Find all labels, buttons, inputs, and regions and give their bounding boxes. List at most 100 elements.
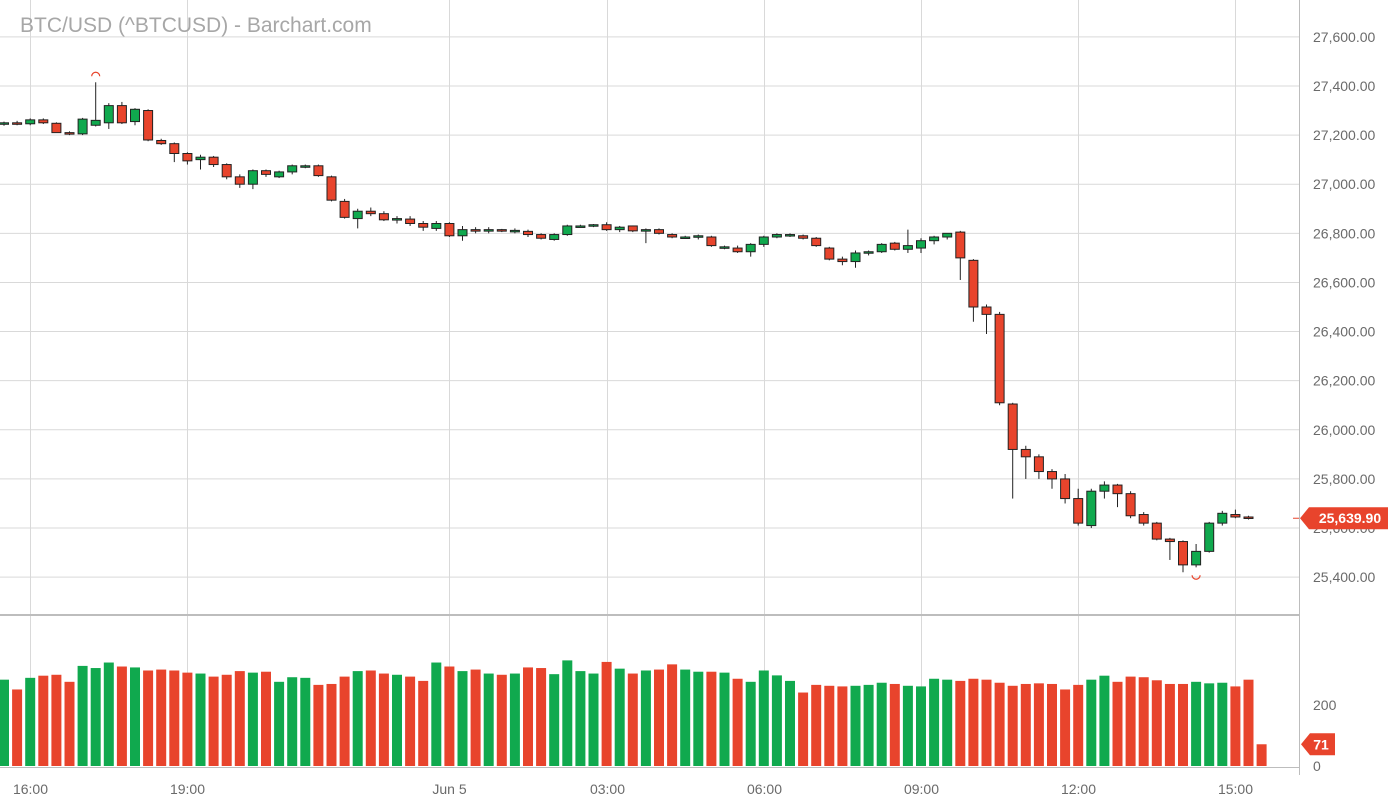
- candle-body: [1007, 403, 1018, 450]
- candle-body: [261, 170, 271, 175]
- candle: [103, 103, 114, 129]
- volume-bar: [143, 670, 154, 766]
- price-candles: [0, 71, 1254, 580]
- candle-body: [837, 258, 848, 263]
- candle-body: [221, 164, 232, 178]
- last-price-badge: [1300, 507, 1388, 530]
- time-tick-label: 19:00: [170, 781, 205, 797]
- volume-bar: [169, 670, 180, 766]
- candle: [601, 222, 612, 231]
- volume-bar: [1178, 683, 1188, 766]
- high-marker: [91, 71, 101, 77]
- volume-bar: [719, 672, 730, 766]
- volume-bar: [955, 680, 966, 766]
- volume-bar: [195, 673, 206, 766]
- candle-body: [863, 251, 874, 254]
- candle-body: [1099, 484, 1110, 492]
- volume-bar: [601, 661, 612, 766]
- candle-body: [90, 119, 101, 126]
- volume-bar: [182, 672, 193, 766]
- candle-body: [457, 229, 468, 237]
- volume-bar: [811, 684, 822, 766]
- candle: [863, 250, 874, 256]
- candle-body: [130, 108, 140, 123]
- price-tick-label: 27,200.00: [1313, 127, 1375, 143]
- candle: [955, 230, 966, 280]
- candle: [405, 216, 416, 226]
- chart-title: BTC/USD (^BTCUSD) - Barchart.com: [20, 14, 372, 37]
- volume-bar: [902, 685, 913, 766]
- candle: [785, 233, 795, 238]
- volume-bar: [313, 684, 324, 766]
- volume-bar: [431, 662, 442, 766]
- price-tick-label: 26,600.00: [1313, 274, 1375, 290]
- candle: [680, 235, 691, 240]
- volume-bar: [771, 675, 782, 766]
- candle: [287, 164, 298, 175]
- volume-bar: [1060, 689, 1071, 766]
- candle-body: [274, 171, 285, 178]
- volume-bar: [850, 685, 861, 766]
- candle-body: [955, 231, 966, 259]
- candle: [850, 250, 861, 268]
- volume-bar: [1138, 677, 1149, 766]
- candle: [1204, 521, 1215, 553]
- candle-body: [523, 230, 533, 236]
- candle: [392, 216, 402, 224]
- candle-body: [811, 237, 822, 247]
- candle: [1099, 481, 1110, 499]
- volume-bar: [706, 671, 717, 766]
- volume-bar: [0, 679, 9, 766]
- candle: [1164, 537, 1175, 560]
- candle: [1073, 488, 1084, 526]
- candle-body: [1047, 471, 1057, 480]
- candle-body: [994, 313, 1005, 404]
- candle: [38, 118, 49, 125]
- candle-body: [1243, 516, 1254, 519]
- candle-body: [378, 213, 389, 221]
- candle: [378, 211, 389, 222]
- volume-bar: [837, 686, 848, 766]
- candle-body: [392, 218, 402, 221]
- volume-bar: [1191, 681, 1202, 766]
- candle-body: [614, 226, 625, 231]
- candle: [1112, 483, 1123, 508]
- candle-body: [64, 132, 75, 135]
- candle-body: [169, 143, 180, 154]
- candle-body: [208, 156, 219, 166]
- volume-bar: [156, 669, 167, 766]
- candle: [1243, 515, 1254, 520]
- volume-bar: [300, 677, 311, 766]
- candle-body: [758, 236, 769, 245]
- candle-body: [771, 234, 782, 238]
- volume-bar: [1007, 685, 1018, 766]
- volume-bar: [667, 664, 678, 766]
- candle-body: [313, 165, 324, 177]
- volume-bar: [470, 669, 481, 766]
- volume-bar: [352, 671, 363, 766]
- candle: [496, 228, 507, 233]
- volume-bar: [208, 676, 219, 766]
- volume-bar: [549, 674, 560, 766]
- candle-body: [326, 176, 337, 201]
- candle: [1125, 491, 1136, 519]
- volume-bar: [103, 662, 114, 766]
- volume-bar: [929, 678, 940, 766]
- candle: [77, 117, 88, 136]
- candle-body: [418, 222, 429, 228]
- volume-bar: [1256, 744, 1267, 766]
- volume-bar: [326, 683, 337, 766]
- volume-bar: [130, 667, 140, 766]
- volume-bar: [457, 671, 468, 766]
- candle-body: [785, 234, 795, 237]
- candle-body: [654, 229, 664, 234]
- price-tick-label: 27,600.00: [1313, 29, 1375, 45]
- candle-body: [706, 236, 717, 247]
- candle-body: [902, 245, 913, 250]
- candle: [169, 142, 180, 163]
- candle: [902, 229, 913, 253]
- volume-bar: [247, 672, 258, 766]
- price-tick-label: 26,800.00: [1313, 225, 1375, 241]
- candle: [627, 225, 638, 233]
- time-tick-label: Jun 5: [432, 781, 466, 797]
